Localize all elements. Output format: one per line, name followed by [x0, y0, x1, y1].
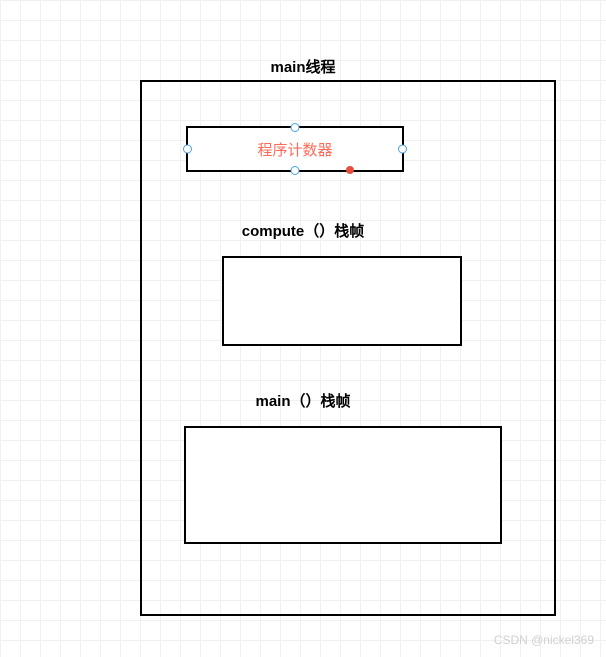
resize-handle-left[interactable]	[183, 145, 192, 154]
main-frame-label: main（）栈帧	[0, 390, 606, 411]
compute-frame-box[interactable]	[222, 256, 462, 346]
main-frame-box[interactable]	[184, 426, 502, 544]
resize-handle-bottom[interactable]	[291, 166, 300, 175]
compute-frame-label: compute（）栈帧	[0, 220, 606, 241]
resize-handle-top[interactable]	[291, 123, 300, 132]
resize-handle-right[interactable]	[398, 145, 407, 154]
program-counter-label: 程序计数器	[257, 139, 332, 160]
program-counter-box[interactable]: 程序计数器	[186, 126, 404, 172]
diagram-title: main线程	[0, 56, 606, 77]
watermark-text: CSDN @nickel369	[494, 633, 594, 647]
connection-dot[interactable]	[346, 166, 354, 174]
